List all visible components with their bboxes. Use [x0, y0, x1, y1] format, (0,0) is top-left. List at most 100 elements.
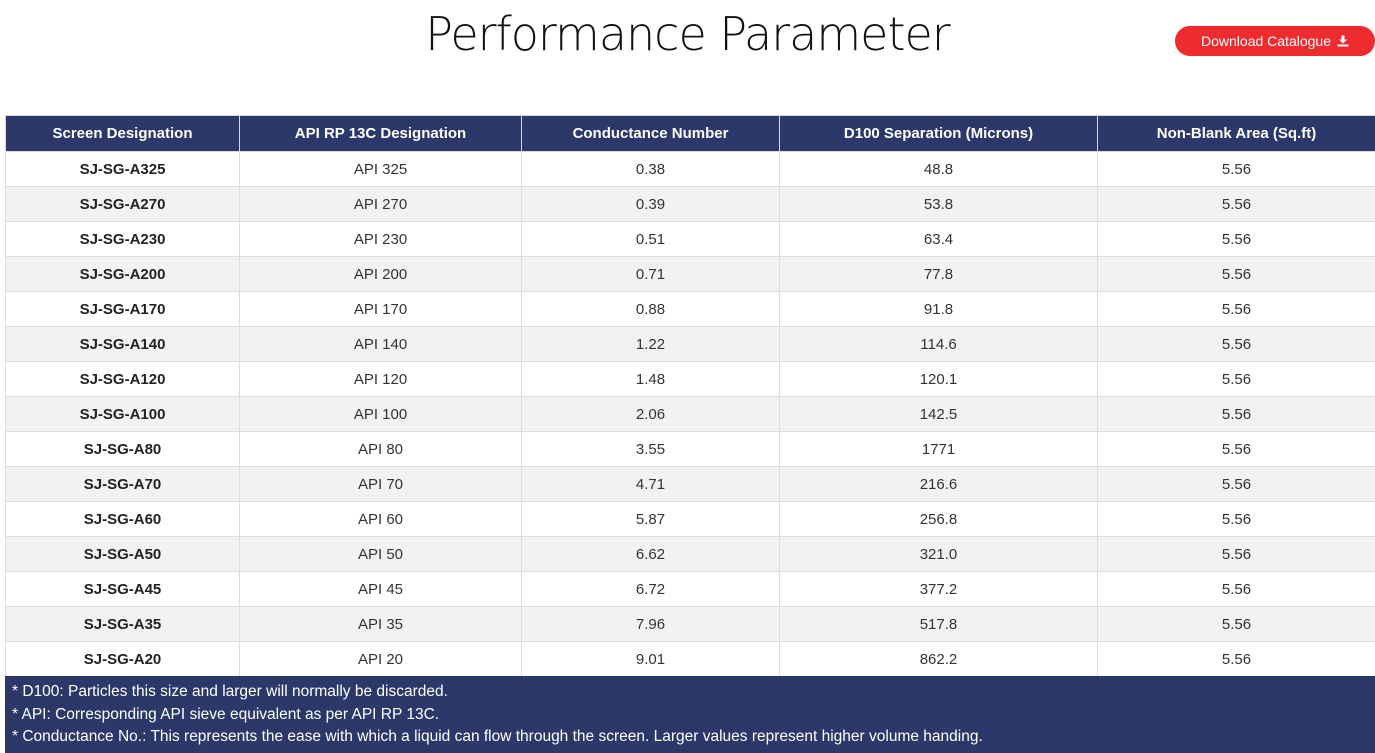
table-cell: 9.01 [521, 641, 780, 677]
table-row: SJ-SG-A270 API 270 0.39 53.8 5.56 [5, 186, 1375, 222]
table-row: SJ-SG-A120 API 120 1.48 120.1 5.56 [5, 361, 1375, 397]
screen-designation-cell: SJ-SG-A200 [5, 256, 240, 292]
table-row: SJ-SG-A80 API 80 3.55 1771 5.56 [5, 431, 1375, 467]
table-cell: 114.6 [779, 326, 1098, 362]
screen-designation-cell: SJ-SG-A80 [5, 431, 240, 467]
screen-designation-cell: SJ-SG-A35 [5, 606, 240, 642]
screen-designation-cell: SJ-SG-A60 [5, 501, 240, 537]
table-cell: 0.88 [521, 291, 780, 327]
screen-designation-cell: SJ-SG-A140 [5, 326, 240, 362]
footnote: * Conductance No.: This represents the e… [12, 728, 983, 745]
table-cell: 0.39 [521, 186, 780, 222]
table-cell: 0.51 [521, 221, 780, 257]
table-cell: 5.56 [1097, 256, 1375, 292]
table-cell: 77.8 [779, 256, 1098, 292]
table-cell: 517.8 [779, 606, 1098, 642]
table-cell: 5.56 [1097, 151, 1375, 187]
table-row: SJ-SG-A35 API 35 7.96 517.8 5.56 [5, 606, 1375, 642]
column-header: D100 Separation (Microns) [779, 115, 1098, 152]
table-cell: 216.6 [779, 466, 1098, 502]
table-cell: 1.22 [521, 326, 780, 362]
table-cell: 862.2 [779, 641, 1098, 677]
screen-designation-cell: SJ-SG-A45 [5, 571, 240, 607]
table-cell: 5.56 [1097, 571, 1375, 607]
table-cell: 120.1 [779, 361, 1098, 397]
table-cell: 5.56 [1097, 221, 1375, 257]
table-cell: 5.56 [1097, 431, 1375, 467]
table-row: SJ-SG-A70 API 70 4.71 216.6 5.56 [5, 466, 1375, 502]
table-row: SJ-SG-A325 API 325 0.38 48.8 5.56 [5, 151, 1375, 187]
screen-designation-cell: SJ-SG-A20 [5, 641, 240, 677]
table-cell: 91.8 [779, 291, 1098, 327]
column-header: API RP 13C Designation [239, 115, 522, 152]
table-cell: API 60 [239, 501, 522, 537]
footnotes: * D100: Particles this size and larger w… [5, 676, 1375, 753]
table-cell: 1.48 [521, 361, 780, 397]
table-cell: API 230 [239, 221, 522, 257]
table-cell: 0.38 [521, 151, 780, 187]
screen-designation-cell: SJ-SG-A120 [5, 361, 240, 397]
table-cell: API 70 [239, 466, 522, 502]
table-row: SJ-SG-A50 API 50 6.62 321.0 5.56 [5, 536, 1375, 572]
table-cell: 1771 [779, 431, 1098, 467]
table-cell: API 170 [239, 291, 522, 327]
screen-designation-cell: SJ-SG-A270 [5, 186, 240, 222]
screen-designation-cell: SJ-SG-A70 [5, 466, 240, 502]
table-cell: 6.62 [521, 536, 780, 572]
footnote: * API: Corresponding API sieve equivalen… [12, 705, 440, 723]
table-row: SJ-SG-A45 API 45 6.72 377.2 5.56 [5, 571, 1375, 607]
table-cell: 7.96 [521, 606, 780, 642]
table-header-row: Screen Designation API RP 13C Designatio… [5, 115, 1375, 152]
table-cell: 142.5 [779, 396, 1098, 432]
table-cell: 6.72 [521, 571, 780, 607]
table-cell: 5.56 [1097, 501, 1375, 537]
table-cell: 5.56 [1097, 536, 1375, 572]
table-cell: 5.56 [1097, 291, 1375, 327]
screen-designation-cell: SJ-SG-A100 [5, 396, 240, 432]
table-cell: 5.56 [1097, 466, 1375, 502]
table-row: SJ-SG-A100 API 100 2.06 142.5 5.56 [5, 396, 1375, 432]
table-cell: 321.0 [779, 536, 1098, 572]
column-header: Conductance Number [521, 115, 780, 152]
table-cell: API 35 [239, 606, 522, 642]
download-catalogue-button[interactable]: Download Catalogue [1175, 26, 1375, 56]
footnote: * D100: Particles this size and larger w… [12, 683, 448, 700]
table-row: SJ-SG-A140 API 140 1.22 114.6 5.56 [5, 326, 1375, 362]
table-row: SJ-SG-A170 API 170 0.88 91.8 5.56 [5, 291, 1375, 327]
table-cell: 5.87 [521, 501, 780, 537]
column-header: Non-Blank Area (Sq.ft) [1097, 115, 1375, 152]
table-cell: 5.56 [1097, 641, 1375, 677]
screen-designation-cell: SJ-SG-A170 [5, 291, 240, 327]
table-cell: 4.71 [521, 466, 780, 502]
table-row: SJ-SG-A60 API 60 5.87 256.8 5.56 [5, 501, 1375, 537]
table-row: SJ-SG-A230 API 230 0.51 63.4 5.56 [5, 221, 1375, 257]
performance-table: Screen Designation API RP 13C Designatio… [5, 115, 1375, 677]
table-cell: 5.56 [1097, 396, 1375, 432]
table-cell: 377.2 [779, 571, 1098, 607]
download-catalogue-label: Download Catalogue [1201, 33, 1331, 49]
table-cell: 5.56 [1097, 606, 1375, 642]
table-cell: 5.56 [1097, 326, 1375, 362]
screen-designation-cell: SJ-SG-A50 [5, 536, 240, 572]
table-cell: API 270 [239, 186, 522, 222]
table-cell: 63.4 [779, 221, 1098, 257]
table-cell: 0.71 [521, 256, 780, 292]
table-cell: API 120 [239, 361, 522, 397]
page-title: Performance Parameter [425, 7, 950, 61]
table-cell: API 140 [239, 326, 522, 362]
screen-designation-cell: SJ-SG-A325 [5, 151, 240, 187]
table-cell: 53.8 [779, 186, 1098, 222]
table-cell: 3.55 [521, 431, 780, 467]
table-cell: 5.56 [1097, 361, 1375, 397]
table-cell: API 20 [239, 641, 522, 677]
table-cell: API 325 [239, 151, 522, 187]
screen-designation-cell: SJ-SG-A230 [5, 221, 240, 257]
table-cell: API 50 [239, 536, 522, 572]
table-row: SJ-SG-A200 API 200 0.71 77.8 5.56 [5, 256, 1375, 292]
table-cell: API 100 [239, 396, 522, 432]
download-icon [1337, 27, 1349, 57]
table-cell: API 80 [239, 431, 522, 467]
table-row: SJ-SG-A20 API 20 9.01 862.2 5.56 [5, 641, 1375, 677]
table-cell: API 200 [239, 256, 522, 292]
